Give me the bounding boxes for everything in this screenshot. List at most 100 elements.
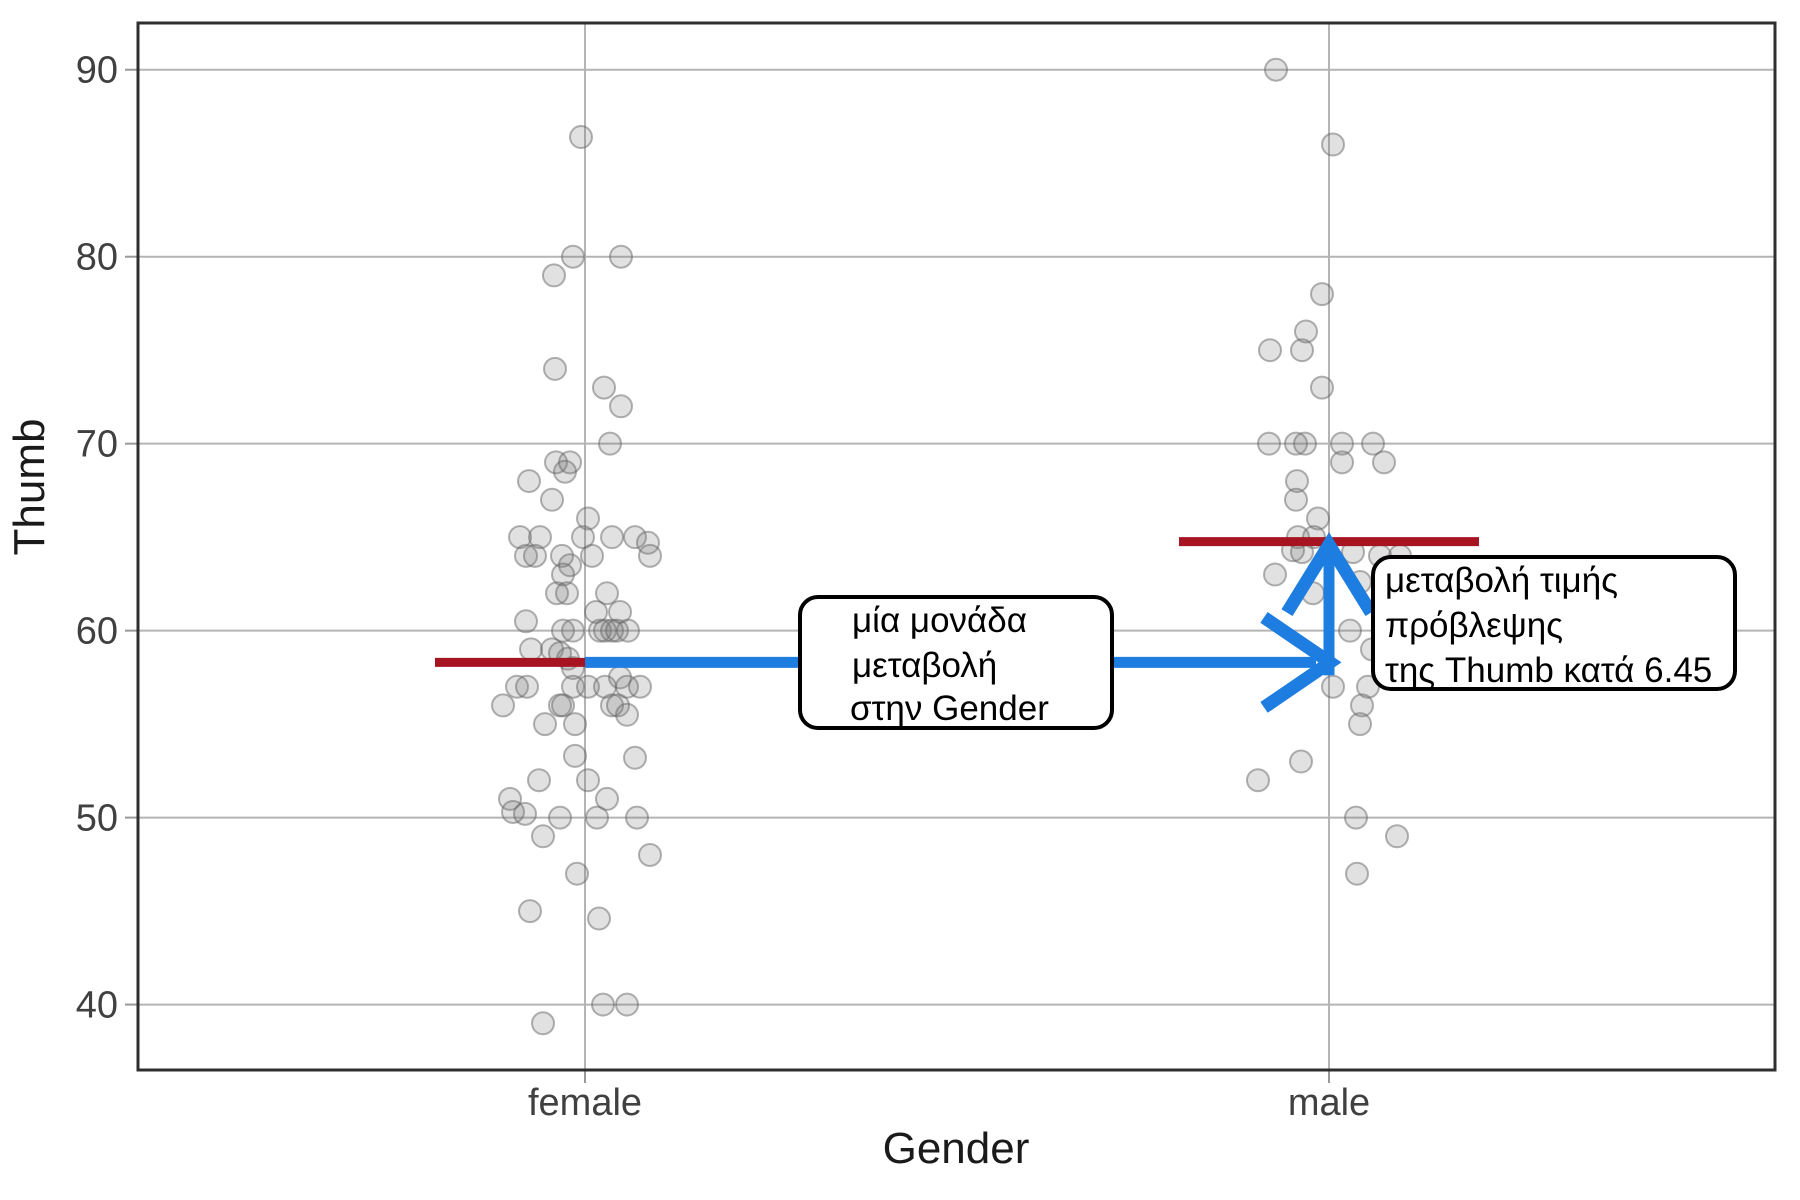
data-point-male (1321, 674, 1345, 699)
data-point-male (1257, 431, 1281, 456)
prediction-change-line-1: μεταβολή τιμής (1385, 561, 1618, 600)
data-point-female (609, 244, 633, 269)
data-point-female (531, 824, 555, 849)
data-point-female (580, 543, 604, 568)
data-point-male (1284, 431, 1308, 456)
data-point-female (555, 581, 579, 606)
data-point-male (1306, 506, 1330, 531)
data-point-male (1284, 487, 1308, 512)
y-tick-label: 80 (76, 237, 118, 279)
data-point-female (517, 469, 541, 494)
data-point-female (576, 768, 600, 793)
x-axis-category-labels: female male (528, 1082, 1370, 1124)
data-point-male (1330, 431, 1354, 456)
data-point-female (615, 992, 639, 1017)
data-point-female (514, 543, 538, 568)
data-point-female (542, 263, 566, 288)
unit-change-annotation: μία μονάδα μεταβολή στην Gender (798, 595, 1114, 730)
data-point-male (1330, 450, 1354, 475)
data-point-female (587, 906, 611, 931)
data-point-female (501, 799, 525, 824)
data-point-female (638, 543, 662, 568)
data-point-female (551, 693, 575, 718)
data-point-male (1293, 431, 1317, 456)
data-point-male (1344, 805, 1368, 830)
data-point-male (1321, 132, 1345, 157)
data-point-female (508, 525, 532, 550)
data-point-female (528, 525, 552, 550)
data-point-female (623, 745, 647, 770)
data-point-male (1372, 450, 1396, 475)
data-point-female (595, 581, 619, 606)
y-tick-label: 40 (76, 985, 118, 1027)
data-point-female (609, 394, 633, 419)
data-point-male (1350, 693, 1374, 718)
data-point-male (1289, 749, 1313, 774)
data-point-male (1264, 57, 1288, 82)
unit-change-line-2: μεταβολή (852, 646, 997, 685)
data-point-female (533, 712, 557, 737)
data-point-female (548, 805, 572, 830)
data-point-female (514, 609, 538, 634)
data-point-female (531, 1011, 555, 1036)
data-point-female (519, 637, 543, 662)
x-category-label-female: female (528, 1082, 642, 1124)
data-point-female (638, 842, 662, 867)
data-point-female (543, 356, 567, 381)
data-point-female (600, 525, 624, 550)
data-point-female (515, 674, 539, 699)
prediction-change-box (1371, 555, 1737, 691)
data-point-male (1310, 282, 1334, 307)
data-point-female (561, 244, 585, 269)
data-point-female (628, 674, 652, 699)
data-point-male (1290, 338, 1314, 363)
data-point-male (1258, 338, 1282, 363)
prediction-change-arrow-head (1281, 532, 1377, 617)
data-point-female (527, 768, 551, 793)
data-point-female (550, 543, 574, 568)
data-point-female (591, 992, 615, 1017)
unit-change-line-1: μία μονάδα (852, 601, 1027, 640)
data-point-male (1263, 562, 1287, 587)
data-point-male (1348, 712, 1372, 737)
unit-change-box (798, 595, 1114, 730)
data-point-female (585, 805, 609, 830)
x-category-label-male: male (1288, 1082, 1370, 1124)
data-point-female (561, 618, 585, 643)
data-point-male (1385, 824, 1409, 849)
prediction-change-line-2: πρόβλεψης (1385, 606, 1563, 645)
y-tick-label: 70 (76, 424, 118, 466)
data-point-male (1338, 618, 1362, 643)
data-point-female (551, 562, 575, 587)
data-point-male (1285, 469, 1309, 494)
data-point-female (523, 543, 547, 568)
data-point-female (615, 702, 639, 727)
data-point-female (616, 618, 640, 643)
prediction-change-annotation: μεταβολή τιμής πρόβλεψης της Thumb κατά … (1371, 555, 1737, 691)
data-point-male (1294, 319, 1318, 344)
data-point-female (576, 506, 600, 531)
data-point-female (518, 899, 542, 924)
unit-change-line-3: στην Gender (850, 689, 1049, 728)
y-tick-label: 50 (76, 798, 118, 840)
data-point-female (595, 786, 619, 811)
data-point-female (563, 743, 587, 768)
data-point-male (1345, 861, 1369, 886)
data-point-female (576, 674, 600, 699)
y-axis-title: Thumb (5, 419, 54, 556)
data-point-female (563, 712, 587, 737)
data-point-female (553, 459, 577, 484)
panel-border (136, 21, 1777, 1072)
data-point-female (625, 805, 649, 830)
y-tick-label: 60 (76, 611, 118, 653)
prediction-change-line-3: της Thumb κατά 6.45 (1385, 651, 1712, 690)
x-axis-title: Gender (883, 1124, 1030, 1173)
data-point-female (592, 375, 616, 400)
y-axis-tick-labels: 90 80 70 60 50 40 (76, 50, 118, 1027)
y-tick-label: 90 (76, 50, 118, 92)
data-point-male (1361, 431, 1385, 456)
data-point-female (623, 525, 647, 550)
data-point-female (513, 801, 537, 826)
